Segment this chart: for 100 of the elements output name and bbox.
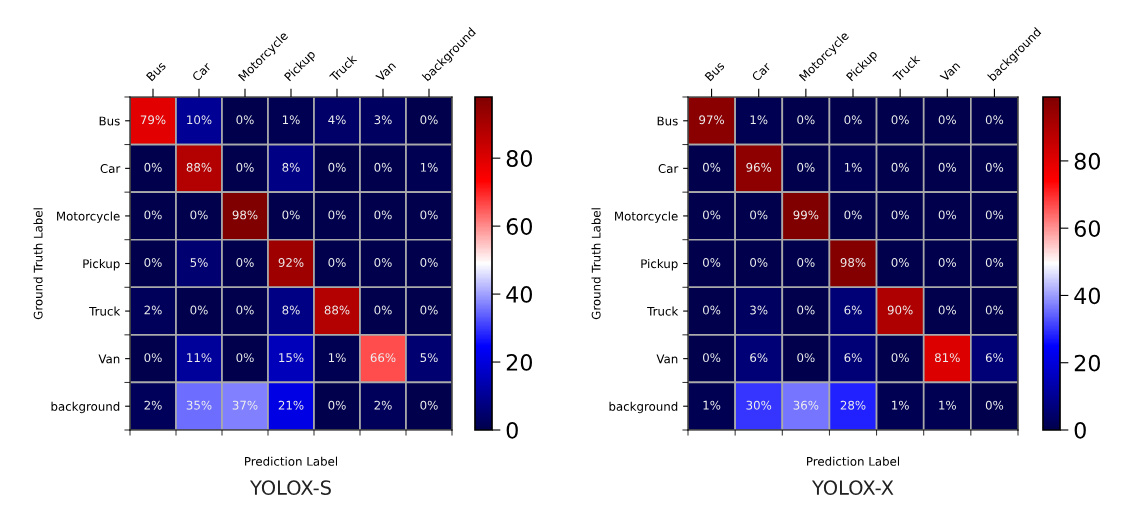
data-label: 0% xyxy=(420,258,438,267)
y-tick-label: Motorcycle xyxy=(615,211,678,223)
data-label: 8% xyxy=(282,162,300,172)
color-bar-label: 20 xyxy=(1074,354,1100,372)
x-tick-label: Van xyxy=(375,61,397,83)
data-label: 0% xyxy=(891,115,909,125)
y-tick-label: Truck xyxy=(89,306,121,316)
y-tick-label: Bus xyxy=(657,116,678,126)
text: YOLOX-X xyxy=(811,480,894,495)
data-label: 15% xyxy=(279,353,304,363)
data-label: 1% xyxy=(282,115,300,125)
data-label: 0% xyxy=(938,305,956,315)
data-label: 0% xyxy=(236,162,254,172)
data-label: 1% xyxy=(939,400,956,410)
y-axis-title: Ground Truth Label xyxy=(33,208,43,320)
data-label: 1% xyxy=(750,115,768,125)
data-label: 0% xyxy=(797,162,815,172)
data-label: 30% xyxy=(746,400,772,410)
data-label: 0% xyxy=(144,210,162,220)
data-label: 0% xyxy=(702,162,721,172)
data-label: 3% xyxy=(750,305,768,315)
data-label: 0% xyxy=(797,353,815,363)
y-tick-label: Van xyxy=(98,354,120,364)
data-label: 0% xyxy=(420,115,438,125)
data-label: 1% xyxy=(844,162,862,172)
data-label: 5% xyxy=(420,353,438,363)
data-label: 10% xyxy=(187,115,212,125)
x-axis-title: Prediction Label xyxy=(807,456,900,466)
data-label: 0% xyxy=(797,305,815,315)
data-label: 0% xyxy=(891,162,909,172)
data-label: 1% xyxy=(328,353,346,363)
data-label: 0% xyxy=(938,115,956,125)
data-label: 96% xyxy=(746,162,772,172)
data-label: 0% xyxy=(144,258,162,267)
color-bar-label: 80 xyxy=(506,150,532,167)
x-tick-label: Car xyxy=(191,61,212,82)
y-axis-title: Ground Truth Label xyxy=(591,208,601,320)
data-label: 88% xyxy=(324,305,350,315)
data-label: 90% xyxy=(887,305,913,315)
data-label: 0% xyxy=(985,115,1004,125)
data-label: 0% xyxy=(938,162,956,172)
data-label: 1% xyxy=(703,400,721,410)
data-label: 0% xyxy=(144,162,162,172)
data-label: 36% xyxy=(793,400,819,410)
color-bar-label: 80 xyxy=(1074,152,1100,170)
color-bar-label: 0 xyxy=(1074,421,1086,439)
color-bar-label: 60 xyxy=(1074,220,1100,237)
data-label: 35% xyxy=(186,400,212,410)
data-label: 79% xyxy=(140,115,166,125)
data-label: 0% xyxy=(844,115,862,125)
data-label: 0% xyxy=(420,305,438,315)
x-tick-label: Van xyxy=(939,61,961,83)
data-label: 0% xyxy=(328,400,346,410)
data-label: 0% xyxy=(985,210,1004,220)
y-tick-label: background xyxy=(609,401,678,414)
data-label: 6% xyxy=(750,353,768,363)
data-label: 0% xyxy=(328,258,346,267)
x-tick-label: Car xyxy=(751,61,772,82)
data-label: 0% xyxy=(844,210,862,220)
color-bar-label: 20 xyxy=(506,353,532,371)
data-label: 0% xyxy=(985,258,1004,267)
data-label: 88% xyxy=(186,162,212,172)
data-label: 0% xyxy=(985,305,1004,315)
data-label: 0% xyxy=(328,210,346,220)
data-label: 66% xyxy=(370,353,396,363)
data-label: 0% xyxy=(236,115,254,125)
data-label: 6% xyxy=(985,353,1004,363)
y-tick-label: Van xyxy=(656,354,678,364)
data-label: 0% xyxy=(797,115,815,125)
x-tick-label: Bus xyxy=(704,61,725,82)
y-tick-label: Motorcycle xyxy=(57,211,120,223)
data-label: 0% xyxy=(236,353,254,363)
data-label: 0% xyxy=(891,210,909,220)
data-label: 3% xyxy=(374,115,392,125)
data-label: 2% xyxy=(374,400,392,410)
data-label: 0% xyxy=(938,258,956,267)
data-label: 0% xyxy=(374,210,392,220)
color-bar-label: 60 xyxy=(506,218,532,235)
data-label: 37% xyxy=(232,400,258,410)
y-tick-label: Car xyxy=(100,164,121,174)
data-label: 0% xyxy=(938,210,956,220)
data-label: 97% xyxy=(699,115,725,125)
data-label: 0% xyxy=(420,400,438,410)
data-label: 0% xyxy=(750,258,768,267)
x-axis-title: Prediction Label xyxy=(245,456,338,466)
data-label: 4% xyxy=(328,115,346,125)
data-label: 5% xyxy=(190,258,208,267)
data-label: 0% xyxy=(702,305,721,315)
data-label: 0% xyxy=(985,162,1004,172)
color-bar-label: 0 xyxy=(506,421,518,439)
x-tick-label: Bus xyxy=(146,61,167,82)
y-tick-label: Pickup xyxy=(641,259,678,271)
data-label: 0% xyxy=(144,353,162,363)
data-label: 0% xyxy=(702,210,721,220)
data-label: 0% xyxy=(420,210,438,220)
data-label: 6% xyxy=(844,353,862,363)
data-label: 1% xyxy=(892,400,909,410)
y-tick-label: background xyxy=(51,401,120,414)
data-label: 11% xyxy=(187,353,212,363)
y-tick-label: Pickup xyxy=(83,259,120,271)
